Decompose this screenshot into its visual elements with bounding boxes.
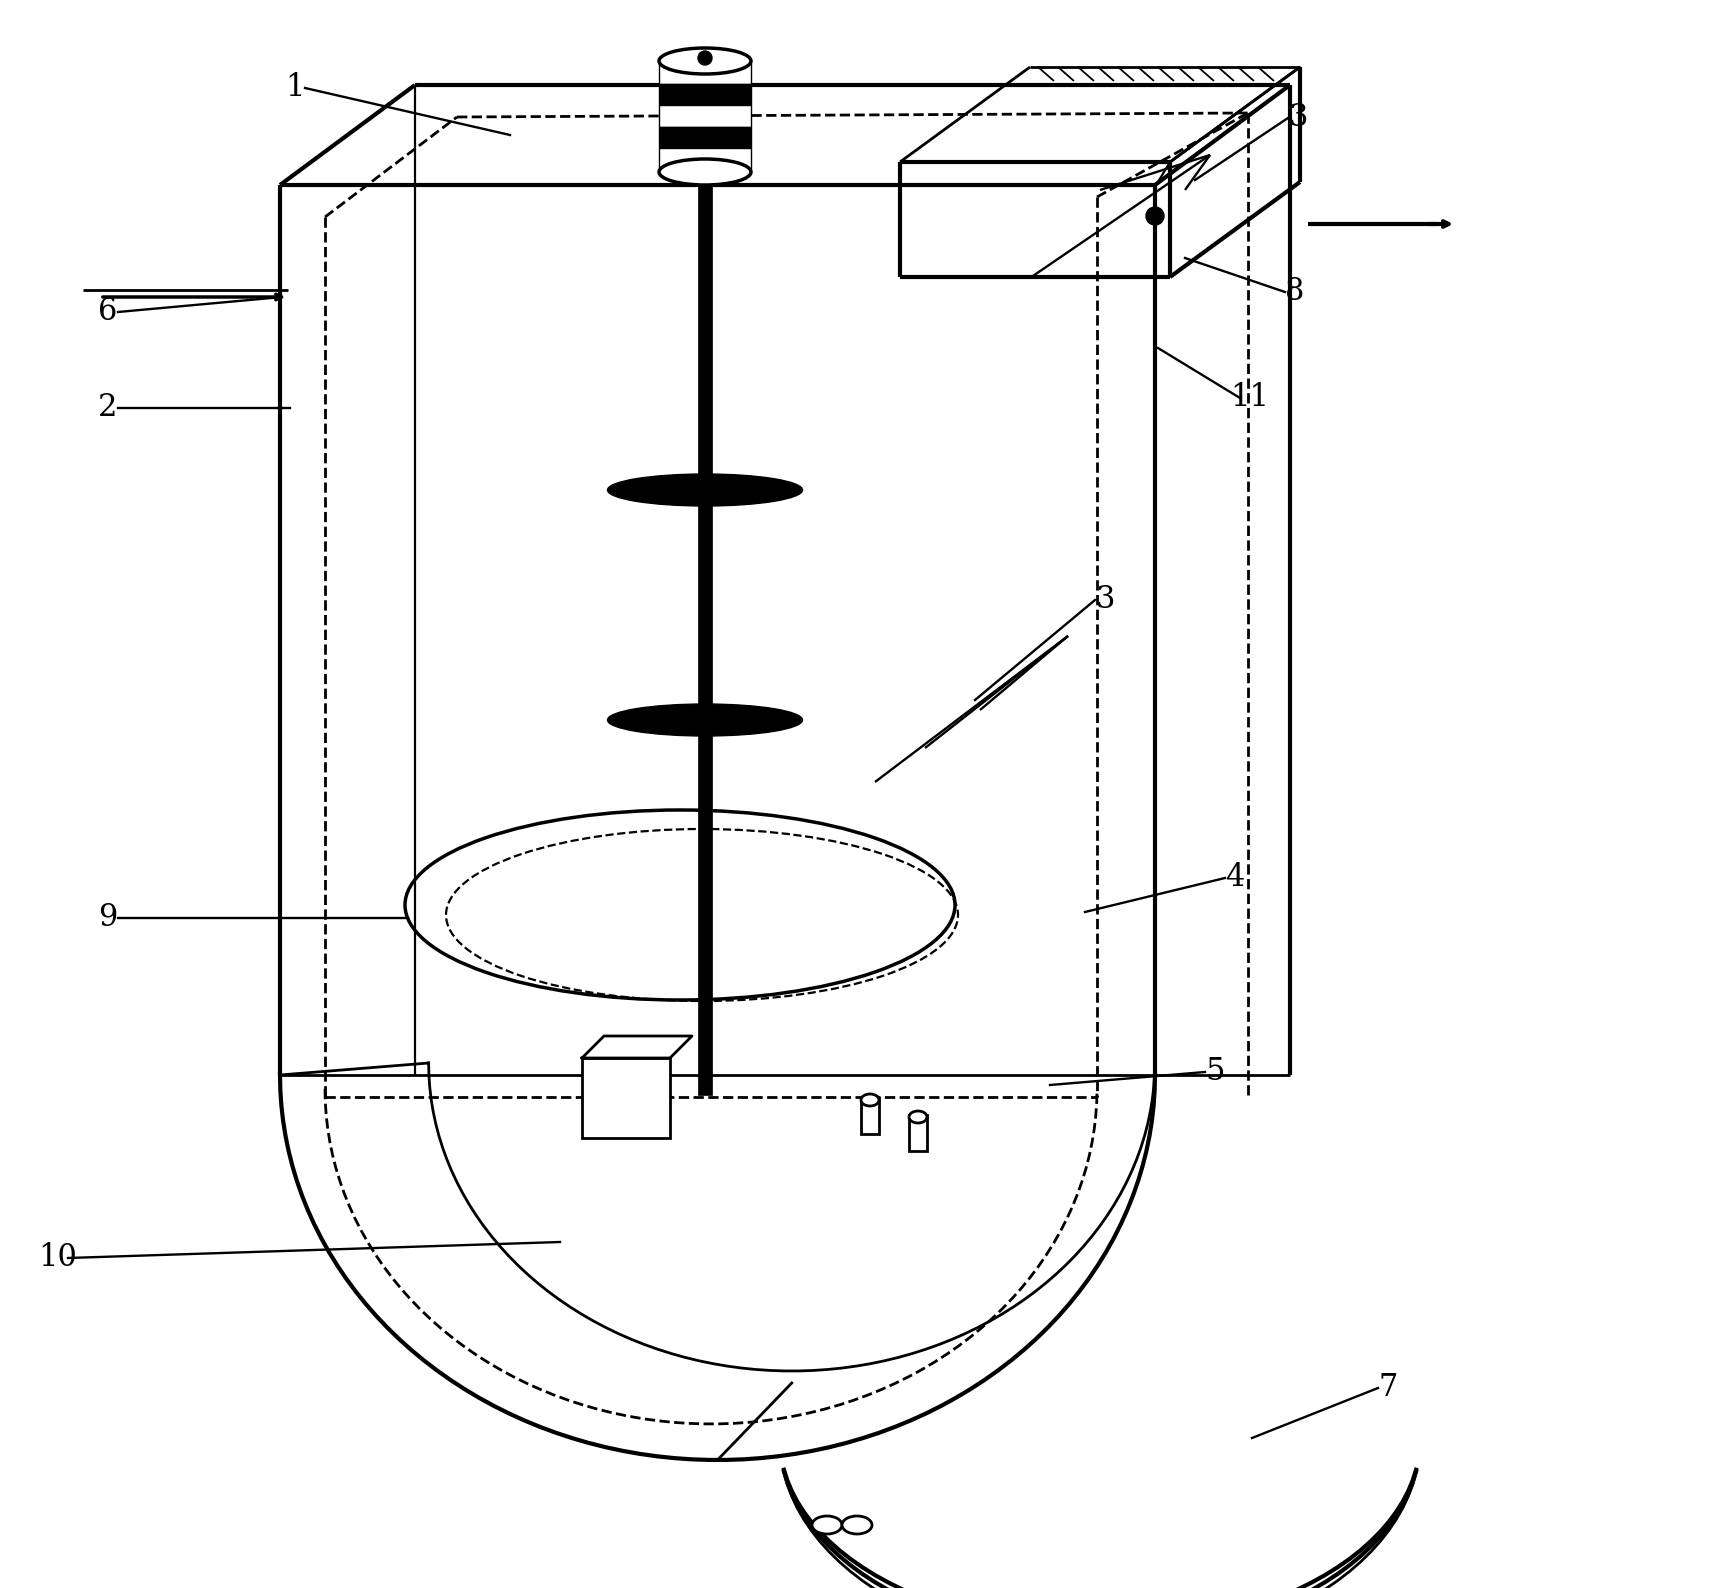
Text: 3: 3 xyxy=(1288,103,1308,133)
Ellipse shape xyxy=(1146,206,1165,225)
Text: 1: 1 xyxy=(286,73,304,103)
Text: 10: 10 xyxy=(39,1242,77,1274)
Text: 3: 3 xyxy=(1094,584,1115,616)
Bar xyxy=(581,1058,670,1139)
Bar xyxy=(658,64,751,84)
Bar xyxy=(658,105,751,127)
Text: 6: 6 xyxy=(97,297,118,327)
Text: 4: 4 xyxy=(1226,862,1245,894)
Text: 8: 8 xyxy=(1286,276,1305,308)
Bar xyxy=(910,1115,927,1151)
Ellipse shape xyxy=(607,703,802,735)
Ellipse shape xyxy=(910,1112,927,1123)
Text: 2: 2 xyxy=(97,392,118,424)
Ellipse shape xyxy=(841,1517,872,1534)
Ellipse shape xyxy=(812,1517,841,1534)
Ellipse shape xyxy=(658,159,751,184)
Bar xyxy=(658,148,751,168)
Bar xyxy=(658,84,751,105)
Text: 11: 11 xyxy=(1231,383,1269,413)
Text: 9: 9 xyxy=(99,902,118,934)
Bar xyxy=(698,172,711,1096)
Ellipse shape xyxy=(698,51,711,65)
Bar xyxy=(862,1097,879,1134)
Ellipse shape xyxy=(862,1094,879,1105)
Text: 7: 7 xyxy=(1378,1372,1397,1404)
Bar xyxy=(658,127,751,148)
Ellipse shape xyxy=(607,473,802,507)
Ellipse shape xyxy=(658,48,751,75)
Text: 5: 5 xyxy=(1206,1056,1224,1088)
